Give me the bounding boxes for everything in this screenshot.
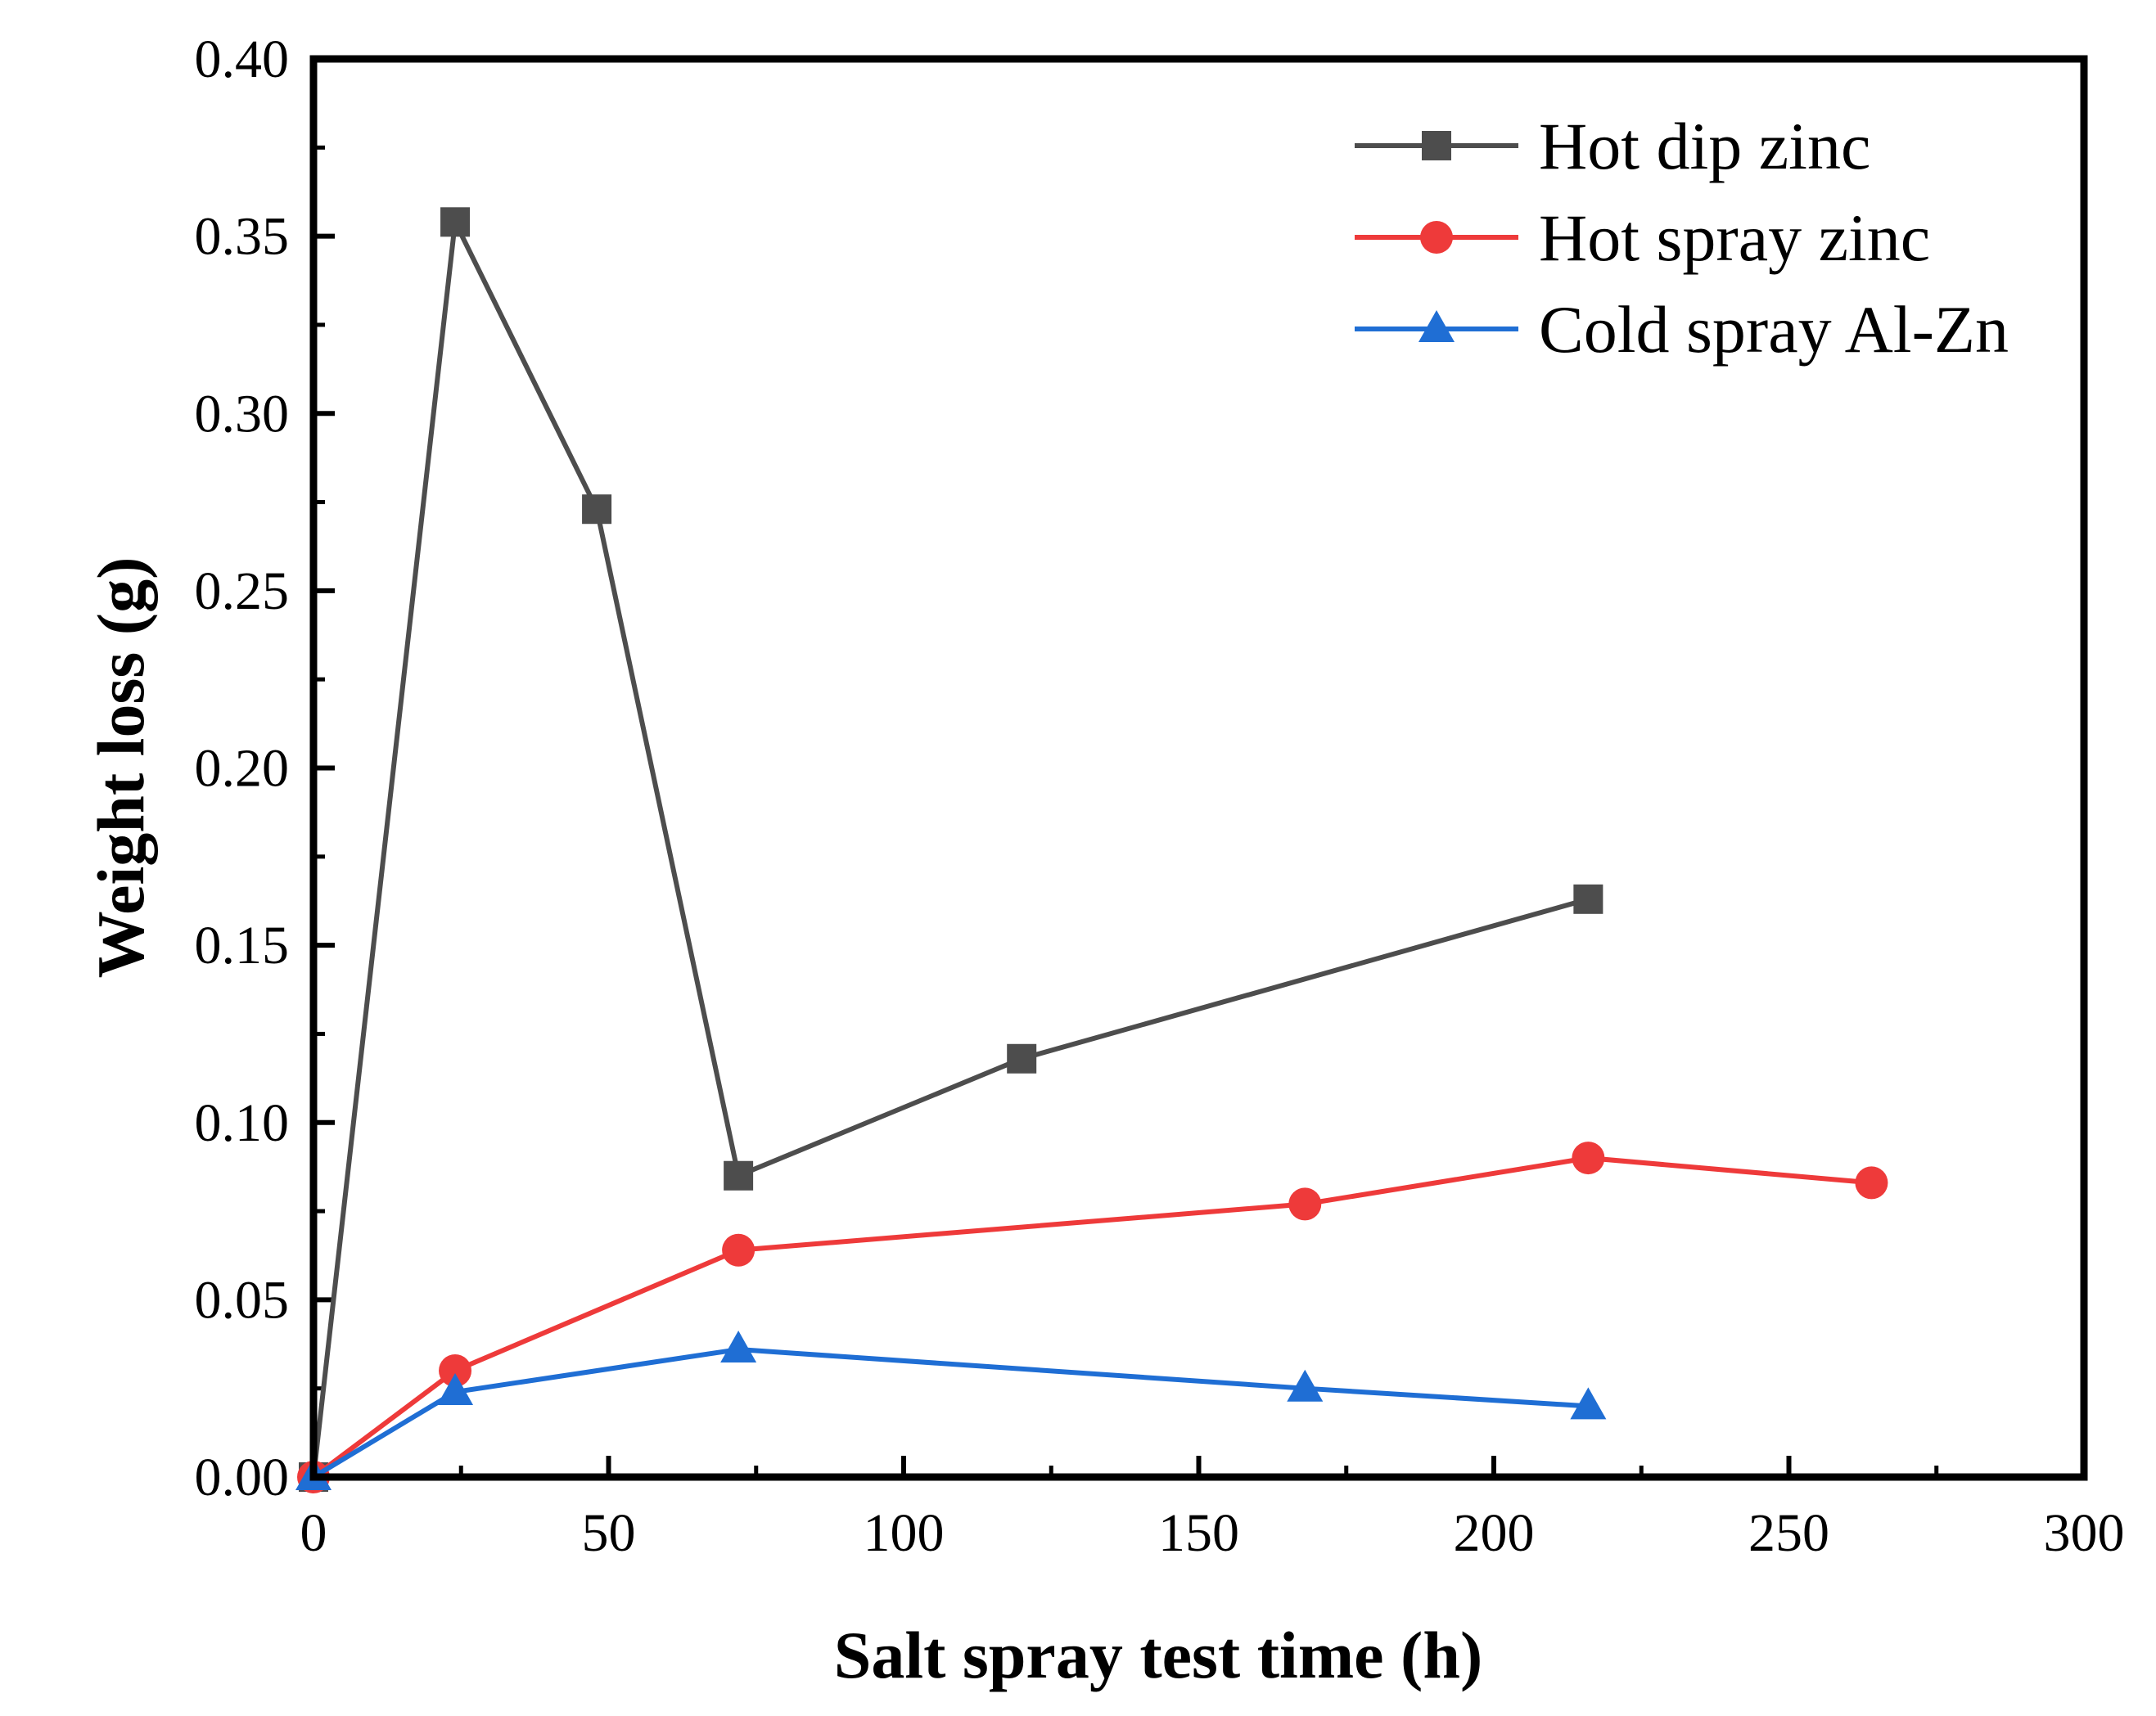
data-point-hot-dip-zinc — [724, 1160, 754, 1191]
series-layer — [295, 207, 1888, 1493]
legend: Hot dip zinc Hot spray zinc Cold spray Al-… — [1355, 109, 2009, 367]
legend-label: Cold spray Al-Zn — [1539, 292, 2009, 367]
x-tick-label: 0 — [300, 1503, 327, 1563]
y-tick-label: 0.10 — [195, 1093, 290, 1153]
data-point-hot-dip-zinc — [440, 207, 471, 237]
data-point-cold-spray-al-zn — [437, 1373, 474, 1406]
series-cold-spray-al-zn — [295, 1331, 1607, 1490]
y-tick-label: 0.40 — [195, 29, 290, 89]
legend-label: Hot dip zinc — [1539, 109, 1870, 183]
legend-marker-cold-spray-al-zn — [1419, 310, 1455, 342]
data-point-hot-spray-zinc — [1288, 1187, 1322, 1221]
legend-item-hot-spray-zinc: Hot spray zinc — [1355, 200, 1930, 275]
x-tick-label: 150 — [1158, 1503, 1239, 1563]
plot-frame — [309, 55, 2088, 1481]
legend-label: Hot spray zinc — [1539, 200, 1930, 275]
legend-marker-hot-dip-zinc — [1422, 131, 1451, 160]
x-tick-label: 100 — [864, 1503, 945, 1563]
series-line-hot-dip-zinc — [311, 213, 1590, 1478]
data-point-hot-dip-zinc — [1007, 1043, 1037, 1074]
x-tick-label: 250 — [1748, 1503, 1829, 1563]
x-axis-title: Salt spray test time (h) — [834, 1618, 1483, 1692]
x-tick-label: 300 — [2044, 1503, 2125, 1563]
data-point-hot-spray-zinc — [439, 1354, 472, 1388]
x-tick-label: 200 — [1454, 1503, 1535, 1563]
series-line-hot-spray-zinc — [312, 1155, 1872, 1480]
y-tick-label: 0.35 — [195, 207, 290, 267]
legend-item-cold-spray-al-zn: Cold spray Al-Zn — [1355, 292, 2009, 367]
y-tick-label: 0.25 — [195, 561, 290, 621]
data-point-hot-dip-zinc — [582, 494, 612, 525]
data-point-cold-spray-al-zn — [1570, 1387, 1607, 1420]
data-point-cold-spray-al-zn — [1287, 1369, 1324, 1402]
y-tick-label: 0.30 — [195, 384, 290, 444]
data-point-cold-spray-al-zn — [720, 1331, 757, 1363]
y-tick-label: 0.15 — [195, 916, 290, 975]
legend-item-hot-dip-zinc: Hot dip zinc — [1355, 109, 1870, 183]
y-tick-label: 0.00 — [195, 1448, 290, 1507]
legend-marker-hot-spray-zinc — [1420, 221, 1453, 254]
data-point-hot-spray-zinc — [1572, 1142, 1605, 1175]
y-tick-label: 0.05 — [195, 1270, 290, 1330]
data-point-hot-spray-zinc — [722, 1233, 756, 1267]
y-axis-title: Weight loss (g) — [83, 557, 158, 979]
data-point-hot-spray-zinc — [1855, 1166, 1888, 1200]
x-tick-label: 50 — [582, 1503, 636, 1563]
y-tick-label: 0.20 — [195, 739, 290, 799]
series-hot-spray-zinc — [297, 1142, 1888, 1493]
x-tick-labels: 0 50 100 150 200 250 300 — [300, 1503, 2125, 1563]
data-point-hot-dip-zinc — [1573, 884, 1603, 914]
y-tick-labels: 0.00 0.05 0.10 0.15 0.20 0.25 0.30 0.35 0.40 — [195, 29, 290, 1507]
